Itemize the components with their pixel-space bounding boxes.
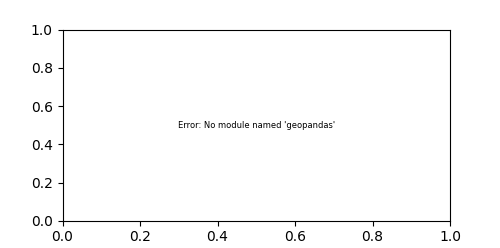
Text: Error: No module named 'geopandas': Error: No module named 'geopandas' xyxy=(178,121,335,130)
